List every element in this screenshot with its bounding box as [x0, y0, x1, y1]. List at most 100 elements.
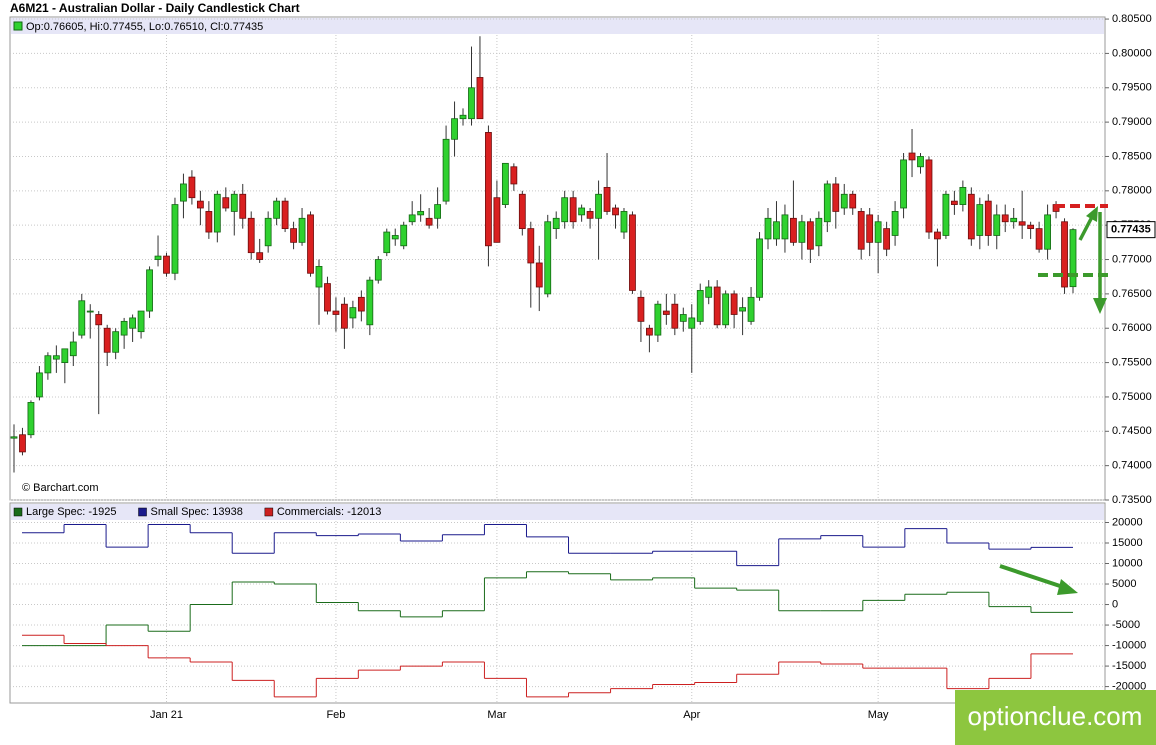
candle-body [518, 193, 526, 230]
candle-body [222, 197, 230, 209]
price-panel [9, 16, 1106, 501]
candle-body [578, 207, 586, 216]
candle-body [86, 310, 94, 313]
candle-body [934, 231, 941, 240]
candle-body [247, 217, 255, 254]
candle-body [78, 300, 86, 336]
candle-body [374, 259, 382, 281]
candle-body [976, 204, 984, 236]
candle-body [468, 87, 475, 120]
y-tick-label: -15000 [1112, 660, 1146, 672]
y-tick-label: -20000 [1112, 680, 1146, 692]
candle-body [1018, 221, 1026, 226]
candle-body [849, 193, 857, 209]
marks: 0.73500 0.74000 0.74500 0.75000 0.75500 0.760… [10, 13, 1156, 721]
candle-body [36, 372, 43, 398]
candle-body [146, 269, 153, 312]
candle-body [900, 159, 907, 209]
candle-body [629, 214, 636, 291]
candle-body [654, 303, 662, 336]
candle-body [967, 193, 975, 240]
candle-body [163, 255, 170, 274]
candle-body [510, 166, 518, 185]
candle-body [790, 217, 797, 243]
candle-body [120, 320, 128, 336]
candle-body [425, 217, 433, 226]
candle-body [815, 217, 823, 247]
y-tick-label: 0.76000 [1112, 322, 1152, 334]
candle-body [696, 290, 704, 322]
candle-body [595, 193, 602, 219]
candle-body [646, 327, 653, 336]
candle-body [840, 193, 848, 209]
y-tick-label: 0.80500 [1112, 13, 1152, 25]
candle-body [103, 327, 111, 353]
annotations [999, 204, 1108, 595]
candle-body [391, 235, 399, 240]
candle-body [798, 221, 806, 243]
candle-body [806, 221, 814, 250]
candle-body [671, 303, 679, 329]
candle-body [501, 162, 509, 205]
legend-swatch [13, 507, 23, 517]
candle-body [722, 293, 730, 326]
up-arrow-head [1086, 206, 1098, 222]
chart-title: A6M21 - Australian Dollar - Daily Candle… [10, 1, 300, 15]
candle-body [773, 221, 780, 240]
info-strip [11, 18, 1104, 34]
candle-body [493, 197, 501, 243]
x-tick-label: May [868, 709, 889, 721]
candle-body [188, 176, 196, 199]
y-tick-label: 0.77000 [1112, 253, 1152, 265]
candle-body [27, 402, 35, 436]
candle-body [569, 197, 577, 223]
candle-body [408, 214, 416, 223]
candle-body [383, 231, 391, 254]
candle-body [196, 200, 204, 209]
candle-body [298, 217, 306, 243]
y-tick-label: 0.79500 [1112, 82, 1152, 94]
candle-body [764, 217, 772, 240]
candle-body [239, 193, 247, 219]
y-tick-label: 0.74000 [1112, 460, 1152, 472]
x-tick-label: Apr [683, 709, 700, 721]
legend-swatch [264, 507, 274, 517]
candle-body [230, 193, 238, 212]
candle-body [544, 221, 552, 295]
candle-body [993, 214, 1001, 236]
candle-body [688, 317, 696, 329]
y-tick-label: 0.78500 [1112, 150, 1152, 162]
candle-body [535, 262, 543, 288]
down-arrow-head [1093, 298, 1107, 314]
candle-body [1010, 217, 1018, 223]
cot-legend-strip [11, 504, 1104, 520]
candle-body [44, 355, 52, 374]
candle-body [341, 303, 348, 329]
candle-body [730, 293, 738, 315]
cot-arrow [999, 564, 1067, 590]
candle-body [984, 200, 992, 236]
legend-label: Large Spec: -1925 [26, 506, 117, 518]
candle-body [129, 317, 137, 329]
legend-label: Commercials: -12013 [277, 506, 382, 518]
y-tick-label: 15000 [1112, 537, 1143, 549]
candle-body [823, 183, 831, 223]
last-price-box [1106, 221, 1156, 239]
last-price-label: 0.77435 [1111, 224, 1151, 236]
candle-body [1035, 228, 1043, 250]
candle-body [942, 193, 950, 236]
candle-body [705, 286, 713, 298]
candle-body [713, 286, 721, 326]
candle-body [400, 224, 408, 247]
candle-body [69, 341, 77, 357]
candle-body [137, 310, 145, 333]
candle-body [781, 214, 789, 240]
candle-body [213, 193, 221, 233]
candle-body [679, 314, 687, 322]
candle-body [612, 207, 619, 216]
candle-body [917, 156, 924, 168]
candle-body [349, 307, 357, 319]
candle-body [756, 238, 763, 298]
candle-body [281, 200, 289, 230]
